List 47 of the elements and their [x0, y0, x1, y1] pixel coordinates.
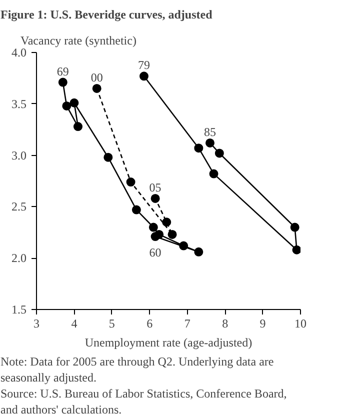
- x-tick-label: 9: [260, 316, 266, 330]
- point: [126, 178, 136, 187]
- point: [62, 101, 72, 110]
- annotation: 69: [56, 64, 69, 78]
- x-tick-label: 6: [146, 316, 153, 330]
- x-tick-label: 5: [108, 316, 115, 330]
- y-tick-label: 2.0: [12, 251, 26, 266]
- point: [132, 205, 141, 214]
- y-tick-label: 3.0: [12, 148, 26, 162]
- point: [209, 169, 218, 178]
- annotation: 60: [149, 246, 162, 260]
- point: [168, 230, 177, 239]
- annotation: 79: [138, 58, 150, 72]
- x-axis-title: Unemployment rate (age-adjusted): [84, 336, 252, 350]
- point: [162, 218, 172, 227]
- y-tick-label: 2.5: [12, 200, 26, 214]
- point: [70, 98, 79, 108]
- annotation: 00: [90, 70, 103, 84]
- annotation: 85: [204, 124, 216, 139]
- y-tick-label: 1.5: [12, 302, 26, 316]
- point: [150, 194, 160, 203]
- y-tick-label: 3.5: [12, 96, 26, 111]
- point: [92, 84, 102, 93]
- point: [290, 222, 300, 232]
- point: [139, 72, 148, 81]
- point: [58, 78, 68, 87]
- point: [194, 247, 204, 256]
- point: [205, 138, 214, 148]
- text: Note: Data for 2005 are through Q2. Underlying data are seasonally adjusted.: [0, 354, 274, 384]
- chart-title: Figure 1: U.S. Beveridge curves, adjusted: [0, 8, 213, 22]
- point: [194, 144, 204, 153]
- point: [214, 148, 224, 158]
- source-note: Source: U.S. Bureau of Labor Statistics, Conference Board, and authors' calculations.: [0, 386, 287, 416]
- x-tick-label: 3: [34, 316, 40, 330]
- point: [148, 222, 158, 232]
- annotation: 05: [149, 180, 162, 194]
- point: [154, 230, 164, 239]
- x-tick-label: 4: [71, 316, 78, 330]
- point: [292, 245, 300, 254]
- y-axis-title: Vacancy rate (synthetic): [20, 34, 136, 48]
- point: [73, 122, 82, 132]
- x-tick-label: 7: [184, 316, 190, 330]
- point: [179, 241, 188, 250]
- point: [104, 152, 113, 162]
- y-tick-label: 4.0: [12, 46, 26, 60]
- x-tick-label: 8: [222, 316, 228, 330]
- x-tick-label: 10: [294, 316, 306, 330]
